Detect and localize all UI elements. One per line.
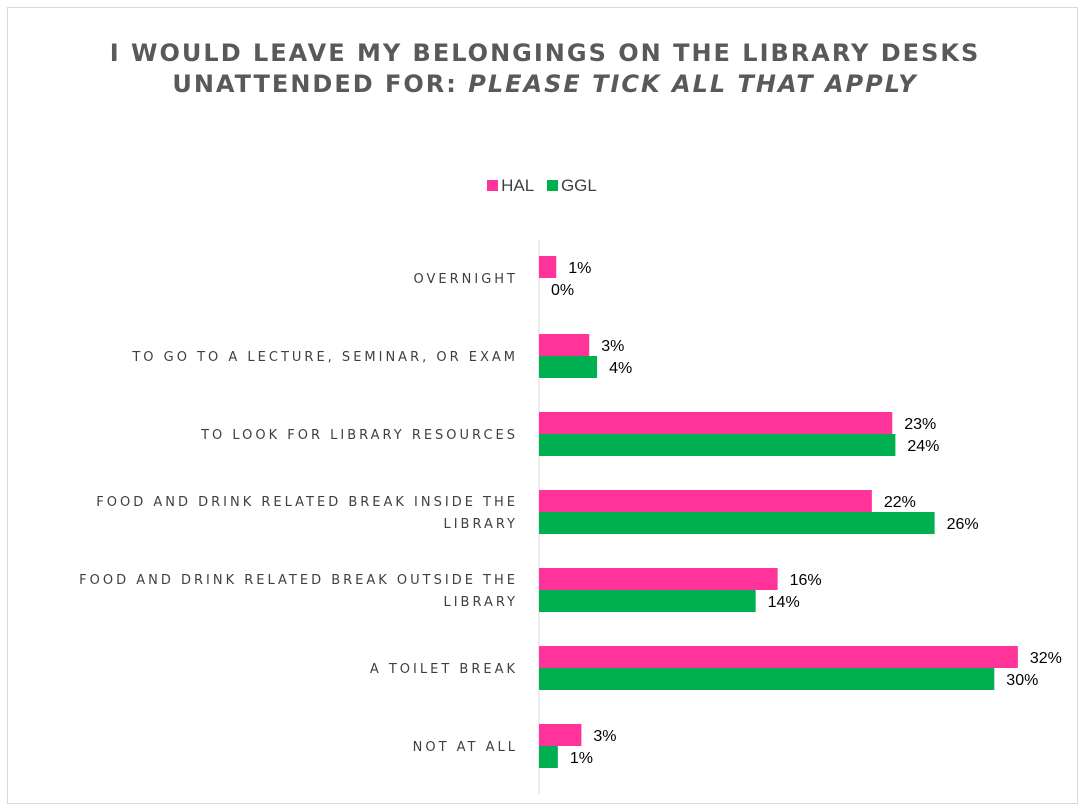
bar-hal: [539, 334, 590, 356]
data-label-ggl: 1%: [570, 750, 593, 767]
chart-title-main: I WOULD LEAVE MY BELONGINGS ON THE LIBRA…: [109, 39, 981, 98]
data-label-hal: 3%: [593, 728, 616, 745]
bar-hal: [539, 568, 778, 590]
data-label-ggl: 4%: [609, 360, 632, 377]
bar-hal: [539, 256, 557, 278]
bar-ggl: [539, 512, 935, 534]
data-label-ggl: 26%: [947, 516, 979, 533]
chart-title: I WOULD LEAVE MY BELONGINGS ON THE LIBRA…: [60, 38, 1030, 100]
category-label: A TOILET BREAK: [370, 662, 518, 677]
bar-ggl: [539, 746, 558, 768]
data-label-hal: 16%: [790, 572, 822, 589]
legend-label-ggl: GGL: [560, 176, 597, 195]
legend-swatch-ggl: [546, 180, 558, 191]
category-label: FOOD AND DRINK RELATED BREAK OUTSIDE THE…: [79, 573, 518, 610]
data-label-hal: 1%: [568, 260, 591, 277]
data-label-hal: 22%: [884, 494, 916, 511]
data-label-hal: 23%: [904, 416, 936, 433]
category-label: TO GO TO A LECTURE, SEMINAR, OR EXAM: [131, 350, 518, 365]
data-label-hal: 32%: [1030, 650, 1062, 667]
category-label: OVERNIGHT: [414, 272, 519, 287]
category-label: TO LOOK FOR LIBRARY RESOURCES: [200, 428, 518, 443]
bar-hal: [539, 412, 893, 434]
legend-item-ggl: GGL: [546, 176, 597, 196]
category-label: NOT AT ALL: [413, 740, 518, 755]
bar-ggl: [539, 356, 598, 378]
chart-title-italic: PLEASE TICK ALL THAT APPLY: [468, 70, 918, 98]
bar-hal: [539, 724, 582, 746]
bar-ggl: [539, 668, 995, 690]
bar-hal: [539, 490, 872, 512]
legend-swatch-hal: [487, 180, 499, 191]
data-label-hal: 3%: [601, 338, 624, 355]
data-label-ggl: 0%: [551, 282, 574, 299]
bar-ggl: [539, 434, 896, 456]
category-label: FOOD AND DRINK RELATED BREAK INSIDE THE L…: [96, 495, 518, 532]
data-label-ggl: 14%: [768, 594, 800, 611]
bar-hal: [539, 646, 1018, 668]
legend-item-hal: HAL: [487, 176, 534, 196]
bar-ggl: [539, 590, 756, 612]
legend-label-hal: HAL: [501, 176, 535, 195]
data-label-ggl: 30%: [1006, 672, 1038, 689]
chart-legend: HAL GGL: [0, 176, 1084, 196]
data-label-ggl: 24%: [907, 438, 939, 455]
